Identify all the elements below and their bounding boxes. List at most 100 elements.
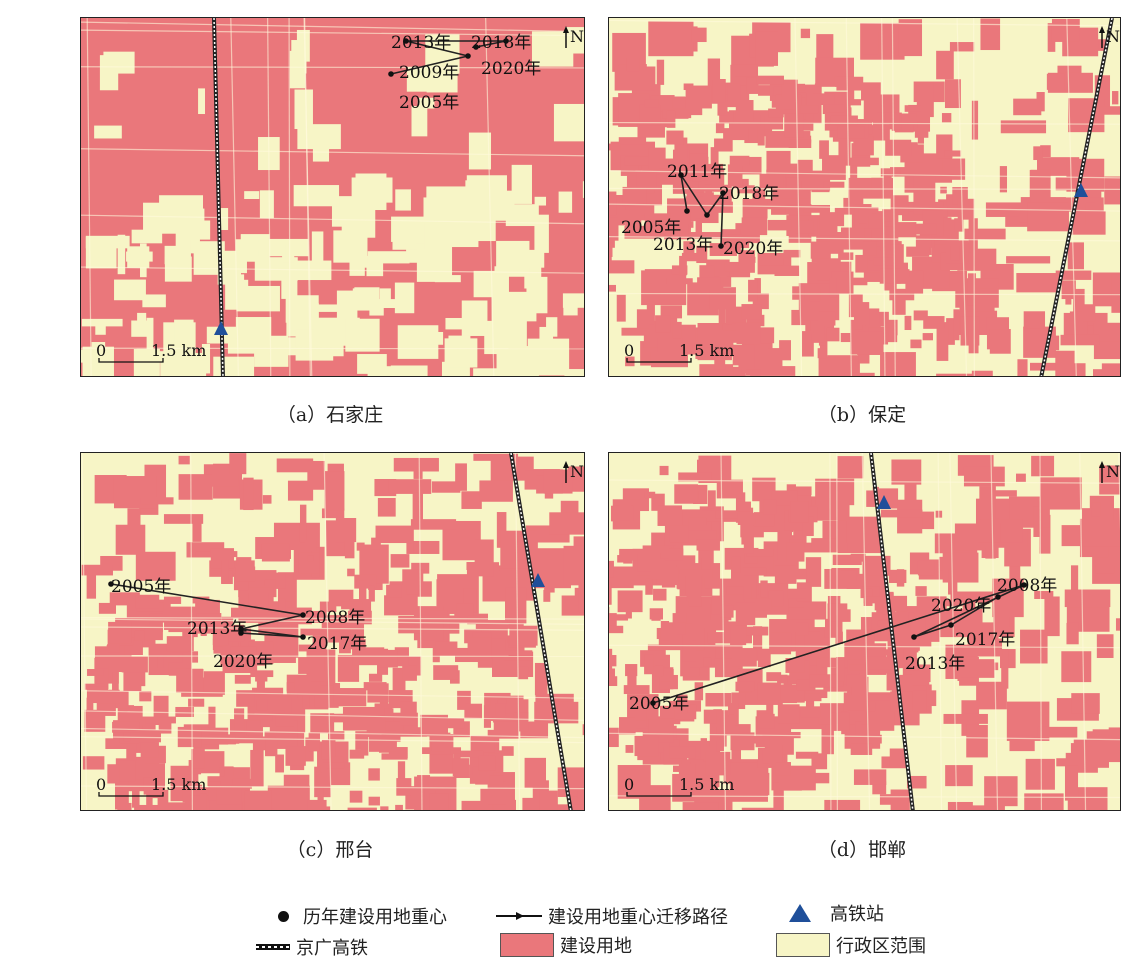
legend-admin: 行政区范围 — [776, 932, 926, 958]
land-patch — [949, 42, 975, 52]
built-patch — [785, 658, 805, 673]
built-patch — [882, 602, 890, 615]
built-patch — [213, 646, 223, 654]
built-patch — [650, 219, 672, 236]
built-patch — [809, 674, 837, 688]
road — [81, 618, 584, 625]
centroid-point[interactable] — [403, 38, 409, 44]
built-patch — [460, 750, 484, 758]
land-patch — [1033, 506, 1043, 537]
road — [81, 690, 584, 699]
built-patch — [890, 195, 909, 216]
built-patch — [809, 288, 821, 302]
built-patch — [730, 322, 739, 343]
built-patch — [221, 560, 229, 584]
land-patch — [936, 373, 976, 376]
land-patch — [1066, 622, 1079, 645]
centroid-point[interactable] — [108, 581, 114, 587]
centroid-point[interactable] — [911, 634, 917, 640]
land-patch — [243, 477, 254, 511]
land-patch — [287, 480, 314, 501]
built-patch — [847, 710, 866, 725]
land-patch — [200, 751, 225, 774]
centroid-point[interactable] — [650, 700, 656, 706]
built-patch — [609, 566, 634, 589]
land-patch — [1085, 202, 1095, 225]
centroid-point[interactable] — [1021, 582, 1027, 588]
year-label: 2009年 — [399, 63, 459, 83]
land-patch — [904, 481, 917, 502]
centroid-point[interactable] — [995, 594, 1001, 600]
built-patch — [692, 164, 702, 182]
built-patch — [630, 720, 653, 729]
built-patch — [743, 533, 754, 554]
land-patch — [923, 316, 945, 329]
land-patch — [95, 320, 106, 335]
land-patch — [704, 578, 719, 589]
centroid-point[interactable] — [720, 190, 726, 196]
station-triangle-icon[interactable] — [877, 495, 891, 509]
built-patch — [650, 559, 662, 580]
centroid-point[interactable] — [678, 172, 684, 178]
centroid-point[interactable] — [473, 44, 479, 50]
built-patch — [636, 309, 649, 329]
centroid-point[interactable] — [388, 71, 394, 77]
built-patch — [183, 608, 191, 625]
built-patch — [896, 569, 905, 587]
built-patch — [796, 679, 816, 691]
land-patch — [1013, 98, 1042, 116]
centroid-point[interactable] — [503, 38, 509, 44]
centroid-point[interactable] — [300, 612, 306, 618]
land-patch — [435, 641, 458, 656]
centroid-point[interactable] — [300, 634, 306, 640]
land-patch — [367, 299, 408, 309]
built-patch — [356, 542, 365, 551]
railway-dashed-icon — [256, 944, 290, 950]
centroid-point[interactable] — [238, 630, 244, 636]
built-patch — [736, 501, 751, 512]
centroid-point[interactable] — [948, 622, 954, 628]
built-patch — [429, 610, 448, 618]
centroid-point[interactable] — [465, 53, 471, 59]
year-label: 2020年 — [213, 652, 273, 672]
built-patch — [683, 241, 695, 259]
centroid-point[interactable] — [704, 212, 710, 218]
land-patch — [417, 97, 435, 109]
railway-dash — [510, 453, 572, 810]
built-patch — [645, 578, 653, 595]
built-patch — [625, 611, 632, 619]
land-patch — [509, 625, 538, 646]
built-patch — [688, 517, 707, 526]
built-patch — [192, 596, 210, 604]
land-patch — [549, 512, 584, 535]
land-patch — [1016, 273, 1060, 293]
built-patch — [326, 762, 345, 769]
built-patch — [447, 718, 465, 729]
built-patch — [349, 790, 363, 803]
built-patch — [344, 541, 355, 559]
built-patch — [609, 655, 617, 667]
station-triangle-icon[interactable] — [214, 321, 228, 335]
year-label: 2020年 — [481, 59, 541, 79]
centroid-point[interactable] — [684, 208, 690, 214]
land-patch — [543, 469, 563, 494]
station-triangle-icon[interactable] — [1074, 183, 1088, 197]
built-patch — [310, 713, 335, 734]
built-patch — [347, 568, 355, 577]
centroid-point[interactable] — [238, 626, 244, 632]
built-patch — [298, 552, 320, 574]
railway-dash — [1040, 18, 1113, 376]
built-patch — [338, 688, 367, 707]
land-patch — [335, 518, 357, 543]
built-patch — [746, 314, 765, 327]
land-patch — [505, 204, 539, 227]
built-patch — [636, 171, 657, 188]
built-patch — [696, 245, 708, 264]
land-patch — [424, 328, 439, 345]
built-swatch — [500, 933, 554, 957]
station-triangle-icon[interactable] — [531, 573, 545, 587]
land-patch — [524, 757, 547, 788]
built-patch — [858, 208, 867, 224]
centroid-point[interactable] — [718, 243, 724, 249]
land-patch — [178, 474, 213, 500]
